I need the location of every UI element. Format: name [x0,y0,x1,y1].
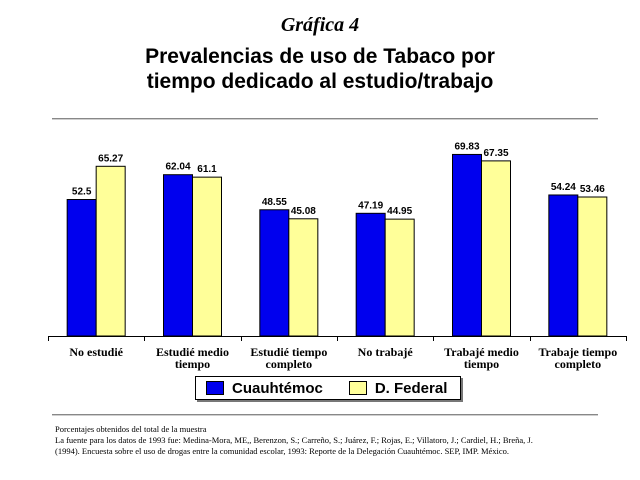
bar [66,199,97,337]
bar [577,196,608,337]
chart-title-line-1: Prevalencias de uso de Tabaco por [145,45,495,68]
chart-subtitle: Gráfica 4 [280,14,360,36]
data-label: 65.27 [98,153,123,164]
bar [95,165,126,337]
x-tick-label: Estudié tiempo [250,345,327,359]
bar [192,176,222,337]
bar [163,174,193,337]
x-tick-label: tiempo [464,357,499,371]
footnote-line: (1994). Encuesta sobre el uso de drogas … [55,446,510,456]
legend-label-cuauhtemoc: Cuauhtémoc [232,379,323,397]
x-tick-label: completo [555,357,602,371]
footnotes: Porcentajes obtenidos del total de la mu… [55,424,615,457]
legend-swatch-dfederal [348,381,367,395]
footnote-line: Porcentajes obtenidos del total de la mu… [55,424,207,434]
x-tick-label: Estudié medio [156,345,229,359]
data-label: 52.5 [72,187,92,198]
bar [452,153,482,337]
data-label: 45.08 [291,206,316,217]
data-label: 53.46 [580,184,605,195]
bar [259,209,290,337]
bar [355,212,386,337]
bar [481,160,511,337]
data-label: 61.1 [197,164,217,175]
bar [384,218,415,337]
data-label: 69.83 [454,141,479,152]
bottom-divider [52,414,598,416]
data-label: 44.95 [387,206,412,217]
x-tick-label: Trabajé medio [444,345,519,359]
footnote-line: La fuente para los datos de 1993 fue: Me… [55,435,533,445]
data-label: 67.35 [483,148,508,159]
top-divider [52,118,598,120]
chart-title-line-2: tiempo dedicado al estudio/trabajo [146,70,494,93]
legend-item-dfederal: D. Federal [348,379,448,397]
legend-item-cuauhtemoc: Cuauhtémoc [206,380,323,397]
data-label: 62.04 [165,162,190,173]
legend-swatch-cuauhtemoc [206,381,224,395]
x-tick-label: No trabajé [358,345,414,359]
data-label: 54.24 [551,182,576,193]
x-tick-label: completo [266,357,313,371]
data-label: 48.55 [262,197,287,208]
x-tick-label: No estudié [69,345,123,359]
legend-label-dfederal: D. Federal [374,379,448,397]
x-tick-label: Trabaje tiempo [538,345,617,359]
data-label: 47.19 [358,200,383,211]
chart-legend: Cuauhtémoc D. Federal [195,376,461,400]
bar [288,218,319,337]
bar [548,194,579,337]
x-tick-label: tiempo [175,357,210,371]
chart-title: Prevalencias de uso de Tabaco por tiempo… [0,44,640,94]
